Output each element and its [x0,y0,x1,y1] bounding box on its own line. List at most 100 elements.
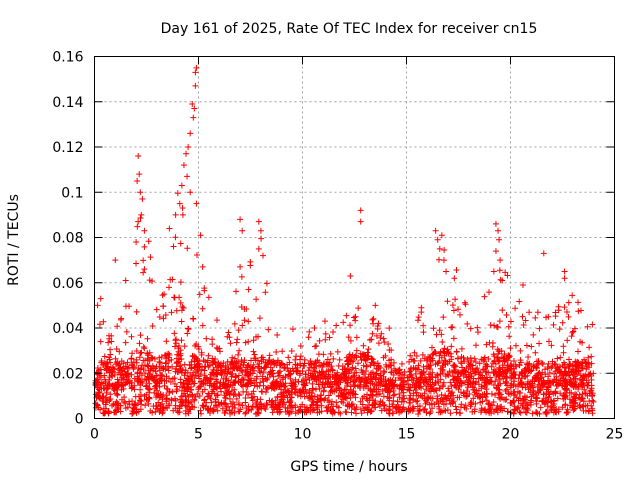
data-point [241,317,248,324]
data-point [445,350,452,357]
data-point [193,252,200,259]
data-point [406,395,413,402]
data-point [477,399,484,406]
data-point [103,366,110,373]
data-point [299,368,306,375]
data-point [98,357,105,364]
data-point [238,367,245,374]
data-point [507,318,514,325]
data-point [195,373,202,380]
data-point [565,409,572,416]
data-point [165,402,172,409]
data-point [379,387,386,394]
data-point [292,376,299,383]
data-point [348,409,355,416]
data-point [239,375,246,382]
data-point [399,384,406,391]
data-point [577,396,584,403]
data-point [222,364,229,371]
data-point [111,409,118,416]
data-point [483,379,490,386]
data-point [286,398,293,405]
data-point [115,369,122,376]
y-tick-label: 0.02 [52,366,83,382]
data-point [390,372,397,379]
data-point [351,382,358,389]
data-point [330,355,337,362]
data-point [499,307,506,314]
data-point [256,382,263,389]
data-point [570,381,577,388]
data-point [177,376,184,383]
data-point [181,343,188,350]
data-point [454,375,461,382]
data-point [135,376,142,383]
data-point [103,389,110,396]
axis-ticks: 0 5 10 15 20 25 0 0.02 0.04 0.06 0.08 0.1 0.12 0.14 0.… [52,50,623,443]
data-point [445,388,452,395]
data-point [214,371,221,378]
data-point [179,392,186,399]
data-point [228,400,234,407]
data-point [163,385,170,392]
data-point [448,383,455,390]
data-point [571,393,578,400]
data-point [345,353,352,360]
data-point [218,367,225,374]
data-point [321,318,328,325]
data-point [187,365,194,372]
data-point [489,339,496,346]
data-point [259,252,266,259]
data-point [314,393,321,400]
data-point [191,380,198,387]
data-point [167,379,174,386]
data-point [181,387,188,394]
data-point [375,340,382,347]
data-point [552,389,559,396]
data-point [286,359,293,366]
data-point [442,392,449,399]
data-point [580,379,587,386]
data-point [427,354,434,361]
data-point [439,338,446,345]
data-point [177,299,184,306]
data-point [274,331,281,338]
data-point [145,376,152,383]
data-point [163,396,170,403]
data-point [449,302,456,309]
data-point [238,376,245,383]
data-point [349,390,356,397]
data-point [278,390,285,397]
data-point [196,291,203,298]
data-point [97,395,104,402]
y-tick-label: 0.12 [52,140,83,156]
data-point [433,399,440,406]
data-point [324,397,331,404]
data-point [114,392,121,399]
data-point [315,351,322,358]
data-point [192,82,199,89]
data-point [535,390,542,397]
data-point [545,373,552,380]
data-point [434,395,441,402]
data-point [243,364,250,371]
data-point [122,277,129,284]
data-point [545,394,552,401]
data-point [229,370,236,377]
data-point [383,381,390,388]
data-point [557,377,564,384]
data-point [221,409,228,416]
data-point [566,362,573,369]
data-point [168,356,175,363]
data-point [138,211,145,218]
data-point [445,393,452,400]
data-point [225,390,232,397]
data-point [517,378,524,385]
data-point [105,408,112,415]
data-point [548,342,555,349]
data-point [516,408,523,415]
data-point [270,373,277,380]
data-point [440,257,447,264]
data-point [496,318,503,325]
data-point [476,360,483,367]
